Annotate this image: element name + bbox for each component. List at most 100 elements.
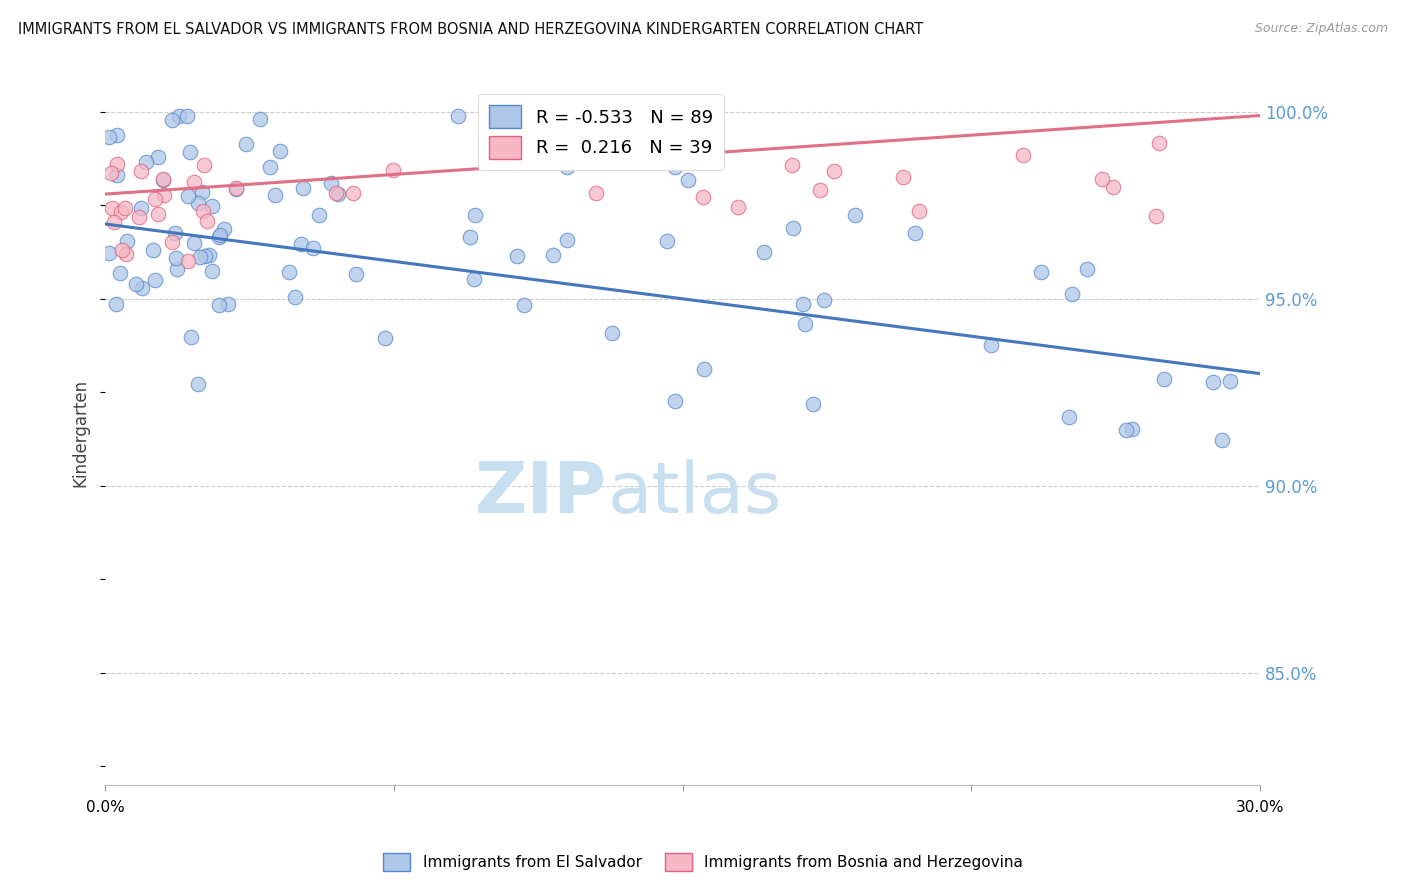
Point	[1144, 209, 1167, 223]
Point	[1153, 372, 1175, 386]
Point	[107, 128, 129, 142]
Point	[264, 187, 287, 202]
Point	[208, 230, 231, 244]
Point	[1012, 148, 1035, 162]
Point	[165, 226, 187, 240]
Point	[325, 186, 347, 200]
Point	[602, 140, 624, 154]
Point	[664, 160, 686, 174]
Point	[664, 393, 686, 408]
Point	[382, 163, 405, 178]
Point	[166, 262, 188, 277]
Point	[183, 236, 205, 251]
Point	[904, 227, 927, 241]
Point	[792, 297, 814, 311]
Point	[146, 207, 169, 221]
Point	[328, 187, 350, 202]
Point	[115, 234, 138, 248]
Point	[194, 249, 217, 263]
Point	[891, 170, 914, 185]
Point	[195, 214, 218, 228]
Point	[693, 361, 716, 376]
Point	[177, 254, 200, 268]
Point	[201, 198, 224, 212]
Point	[908, 203, 931, 218]
Point	[146, 150, 169, 164]
Point	[108, 266, 131, 280]
Point	[319, 176, 342, 190]
Point	[187, 377, 209, 392]
Point	[114, 202, 136, 216]
Point	[165, 251, 187, 265]
Point	[290, 236, 312, 251]
Point	[131, 280, 153, 294]
Point	[225, 181, 247, 195]
Point	[1076, 261, 1098, 276]
Legend: Immigrants from El Salvador, Immigrants from Bosnia and Herzegovina: Immigrants from El Salvador, Immigrants …	[377, 847, 1029, 877]
Point	[152, 188, 174, 202]
Point	[1115, 423, 1137, 437]
Point	[813, 293, 835, 308]
Point	[162, 113, 184, 128]
Point	[1121, 422, 1143, 436]
Point	[98, 245, 121, 260]
Point	[344, 267, 367, 281]
Point	[110, 244, 132, 258]
Point	[1060, 287, 1083, 301]
Point	[225, 182, 247, 196]
Point	[458, 230, 481, 244]
Point	[808, 183, 831, 197]
Point	[259, 160, 281, 174]
Point	[235, 136, 257, 151]
Point	[129, 164, 152, 178]
Y-axis label: Kindergarten: Kindergarten	[72, 379, 89, 488]
Point	[541, 248, 564, 262]
Point	[100, 201, 122, 215]
Point	[794, 317, 817, 331]
Point	[374, 331, 396, 345]
Point	[187, 195, 209, 210]
Point	[193, 158, 215, 172]
Point	[191, 185, 214, 199]
Point	[249, 112, 271, 127]
Point	[115, 247, 138, 261]
Point	[506, 249, 529, 263]
Point	[100, 166, 122, 180]
Point	[1219, 375, 1241, 389]
Point	[464, 208, 486, 222]
Text: atlas: atlas	[607, 458, 782, 528]
Point	[183, 175, 205, 189]
Point	[447, 109, 470, 123]
Point	[284, 291, 307, 305]
Point	[103, 215, 125, 229]
Point	[201, 264, 224, 278]
Point	[142, 243, 165, 257]
Point	[801, 397, 824, 411]
Point	[536, 121, 558, 136]
Point	[152, 173, 174, 187]
Point	[180, 330, 202, 344]
Point	[844, 208, 866, 222]
Point	[302, 241, 325, 255]
Point	[600, 326, 623, 341]
Point	[1101, 180, 1123, 194]
Point	[980, 338, 1002, 352]
Point	[104, 296, 127, 310]
Point	[555, 160, 578, 174]
Point	[555, 233, 578, 247]
Point	[208, 227, 231, 242]
Point	[657, 234, 679, 248]
Point	[176, 109, 198, 123]
Point	[198, 248, 221, 262]
Point	[269, 145, 291, 159]
Point	[145, 192, 167, 206]
Point	[214, 222, 236, 236]
Point	[160, 235, 183, 249]
Text: IMMIGRANTS FROM EL SALVADOR VS IMMIGRANTS FROM BOSNIA AND HERZEGOVINA KINDERGART: IMMIGRANTS FROM EL SALVADOR VS IMMIGRANT…	[18, 22, 924, 37]
Point	[823, 164, 845, 178]
Point	[98, 130, 121, 145]
Point	[217, 297, 239, 311]
Point	[277, 265, 299, 279]
Point	[105, 157, 128, 171]
Point	[179, 145, 201, 160]
